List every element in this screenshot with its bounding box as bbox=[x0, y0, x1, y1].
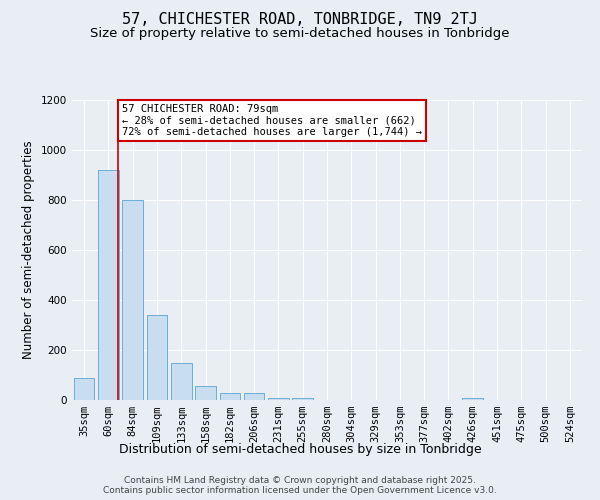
Bar bbox=[463, 398, 483, 400]
Bar bbox=[74, 378, 94, 400]
Bar bbox=[122, 200, 143, 400]
Bar bbox=[146, 315, 167, 400]
Bar bbox=[98, 170, 119, 400]
Text: Contains HM Land Registry data © Crown copyright and database right 2025.
Contai: Contains HM Land Registry data © Crown c… bbox=[103, 476, 497, 495]
Text: 57, CHICHESTER ROAD, TONBRIDGE, TN9 2TJ: 57, CHICHESTER ROAD, TONBRIDGE, TN9 2TJ bbox=[122, 12, 478, 28]
Bar bbox=[268, 398, 289, 400]
Text: Size of property relative to semi-detached houses in Tonbridge: Size of property relative to semi-detach… bbox=[90, 28, 510, 40]
Text: Distribution of semi-detached houses by size in Tonbridge: Distribution of semi-detached houses by … bbox=[119, 442, 481, 456]
Bar bbox=[292, 398, 313, 400]
Text: 57 CHICHESTER ROAD: 79sqm
← 28% of semi-detached houses are smaller (662)
72% of: 57 CHICHESTER ROAD: 79sqm ← 28% of semi-… bbox=[122, 104, 422, 137]
Y-axis label: Number of semi-detached properties: Number of semi-detached properties bbox=[22, 140, 35, 360]
Bar bbox=[220, 392, 240, 400]
Bar bbox=[171, 362, 191, 400]
Bar bbox=[244, 392, 265, 400]
Bar bbox=[195, 386, 216, 400]
